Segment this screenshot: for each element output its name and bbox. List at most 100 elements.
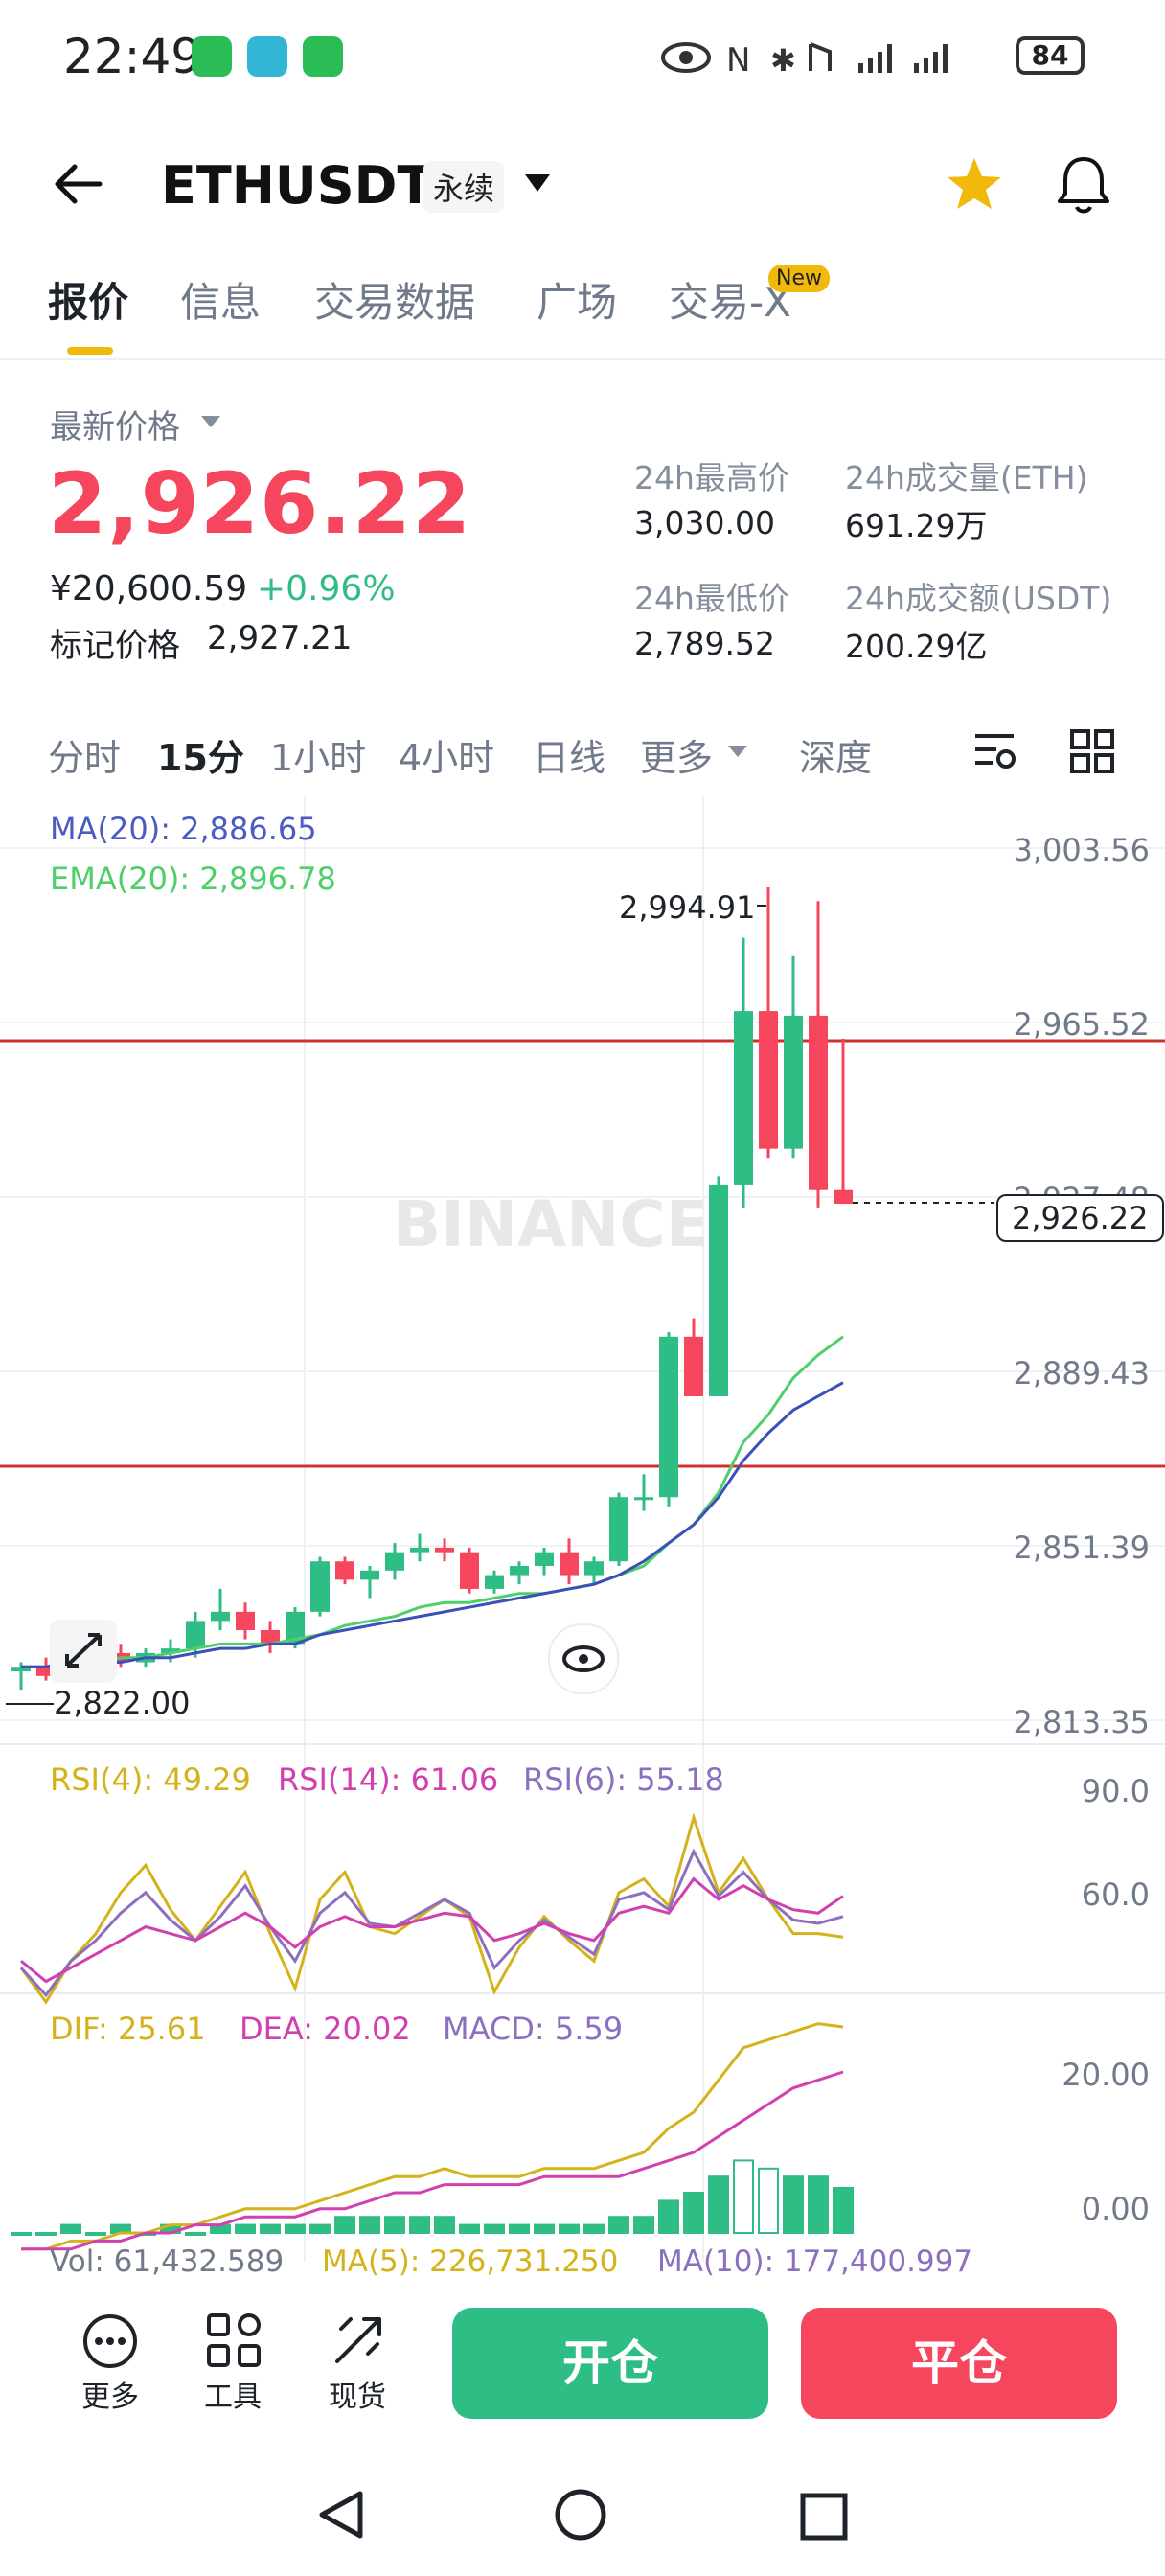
candle-body xyxy=(584,1561,604,1576)
macd-bar xyxy=(359,2216,380,2234)
tab-square[interactable]: 广场 xyxy=(537,279,618,326)
dif-line xyxy=(21,2022,844,2251)
macd-bar xyxy=(85,2232,106,2236)
kline-chart[interactable]: BINANCE xyxy=(0,795,1165,2290)
interval-timeline[interactable]: 分时 xyxy=(48,737,122,779)
symbol-title[interactable]: ETHUSDT xyxy=(161,155,433,216)
interval-4h[interactable]: 4小时 xyxy=(399,737,495,779)
interval-1h[interactable]: 1小时 xyxy=(270,737,367,779)
macd-legend: MACD: 5.59 xyxy=(443,2011,624,2047)
candle-body xyxy=(161,1648,180,1653)
tab-trading-data[interactable]: 交易数据 xyxy=(314,279,476,326)
macd-bar xyxy=(608,2216,629,2234)
price-axis-4: 2,889.43 xyxy=(1013,1355,1151,1392)
fullscreen-button[interactable] xyxy=(50,1620,117,1683)
candle-body xyxy=(211,1611,230,1622)
candle-body xyxy=(435,1547,454,1552)
rsi-lines xyxy=(19,1812,844,2005)
nav-recents-icon[interactable] xyxy=(795,2488,853,2545)
last-price-label[interactable]: 最新价格 xyxy=(50,408,180,447)
favorite-star-icon[interactable] xyxy=(945,155,1004,213)
macd-bar xyxy=(509,2223,530,2234)
spot-swap-icon[interactable] xyxy=(330,2312,387,2369)
more-label[interactable]: 更多 xyxy=(81,2380,139,2414)
back-arrow-icon[interactable] xyxy=(52,161,103,207)
svg-text:✱: ✱ xyxy=(770,42,796,79)
interval-1d[interactable]: 日线 xyxy=(533,737,606,779)
candle-body xyxy=(485,1575,504,1589)
low-value: 2,789.52 xyxy=(634,625,775,662)
macd-bar xyxy=(708,2175,729,2234)
macd-bar xyxy=(833,2186,854,2234)
open-position-button[interactable]: 开仓 xyxy=(452,2308,768,2419)
macd-bar xyxy=(409,2216,430,2234)
macd-bar xyxy=(583,2223,605,2234)
toggle-visibility-button[interactable] xyxy=(548,1623,619,1694)
candle-body xyxy=(236,1611,255,1630)
candle-body xyxy=(809,1015,828,1190)
macd-bar xyxy=(808,2175,829,2234)
candle-body xyxy=(759,1011,778,1149)
tab-quote[interactable]: 报价 xyxy=(48,279,129,326)
caret-down-icon[interactable] xyxy=(199,414,222,429)
macd-bar xyxy=(758,2167,779,2235)
volume-legend: Vol: 61,432.589 xyxy=(50,2244,285,2279)
dif-legend: DIF: 25.61 xyxy=(50,2011,206,2047)
close-position-button[interactable]: 平仓 xyxy=(801,2308,1117,2419)
interval-15m[interactable]: 15分 xyxy=(157,737,244,779)
alert-lines xyxy=(0,1039,1165,1468)
tools-label[interactable]: 工具 xyxy=(204,2380,262,2414)
ema20-legend: EMA(20): 2,896.78 xyxy=(50,861,336,897)
more-caret-icon[interactable] xyxy=(726,744,749,759)
rsi-axis-60: 60.0 xyxy=(1081,1876,1150,1913)
candle-body xyxy=(36,1667,56,1676)
symbol-dropdown-icon[interactable] xyxy=(523,172,552,194)
change-percent: +0.96% xyxy=(257,569,396,609)
macd-bar xyxy=(534,2223,555,2234)
candle-body xyxy=(286,1611,305,1644)
candle-body xyxy=(385,1552,404,1571)
app-icon xyxy=(247,36,287,77)
macd-bar xyxy=(633,2216,654,2234)
macd-bar xyxy=(384,2216,405,2234)
rsi14-legend: RSI(14): 61.06 xyxy=(278,1761,499,1798)
chart-settings-icon[interactable] xyxy=(971,728,1019,774)
candle-body xyxy=(834,1189,853,1205)
candle-body xyxy=(360,1570,379,1580)
status-icons: N ✱ xyxy=(661,41,948,80)
candle-body xyxy=(560,1552,579,1576)
more-dots-icon[interactable] xyxy=(80,2312,140,2371)
dea-line xyxy=(21,2070,844,2251)
tools-icon[interactable] xyxy=(205,2312,263,2369)
contract-type-badge: 永续 xyxy=(423,161,505,213)
price-axis-1: 3,003.56 xyxy=(1013,832,1151,868)
macd-bar xyxy=(11,2232,32,2236)
tab-info[interactable]: 信息 xyxy=(180,279,262,326)
vol-ma5-legend: MA(5): 226,731.250 xyxy=(322,2244,619,2279)
candle-body xyxy=(261,1629,280,1644)
grid-layout-icon[interactable] xyxy=(1069,728,1115,774)
spot-label[interactable]: 现货 xyxy=(329,2380,386,2414)
chart-grid xyxy=(0,795,1165,2262)
bell-icon[interactable] xyxy=(1054,153,1113,215)
candle-body xyxy=(634,1497,653,1501)
nav-home-icon[interactable] xyxy=(552,2486,609,2543)
high-value: 3,030.00 xyxy=(634,504,775,541)
candle-body xyxy=(659,1336,678,1498)
candle-body xyxy=(310,1561,330,1612)
new-badge: New xyxy=(768,264,830,292)
candle-body xyxy=(684,1336,703,1396)
mark-price: 2,927.21 xyxy=(207,619,353,657)
interval-more[interactable]: 更多 xyxy=(640,737,714,779)
macd-bar xyxy=(559,2223,580,2234)
nav-back-icon[interactable] xyxy=(312,2486,370,2543)
interval-depth[interactable]: 深度 xyxy=(799,737,873,779)
binance-watermark: BINANCE xyxy=(393,1187,709,1261)
svg-text:N: N xyxy=(726,41,750,80)
macd-bar xyxy=(484,2223,505,2234)
turnover-label: 24h成交额(USDT) xyxy=(845,580,1112,617)
vol-ma10-legend: MA(10): 177,400.997 xyxy=(657,2244,973,2279)
wechat-pay-icon xyxy=(303,36,343,77)
cny-price: ¥20,600.59 xyxy=(50,569,248,609)
price-axis-6: 2,813.35 xyxy=(1013,1704,1151,1740)
